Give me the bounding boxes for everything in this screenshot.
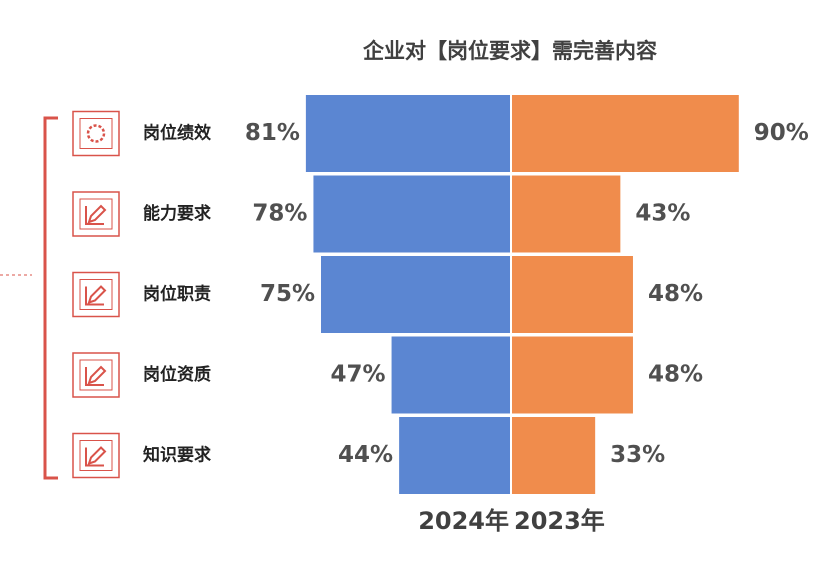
bar — [313, 175, 510, 253]
value-label: 33% — [610, 442, 665, 468]
value-label: 47% — [330, 362, 385, 388]
icon-pen — [85, 365, 107, 386]
value-label: 81% — [245, 120, 300, 146]
category-label: 知识要求 — [142, 445, 211, 466]
value-label: 90% — [754, 120, 809, 146]
bar — [305, 95, 510, 172]
bar — [321, 256, 510, 333]
icon-gear — [86, 124, 106, 143]
chart-title: 企业对【岗位要求】需完善内容 — [362, 39, 657, 63]
category-label: 岗位资质 — [143, 364, 211, 385]
bracket — [43, 116, 58, 480]
bar — [399, 417, 510, 494]
icon-inner — [79, 440, 113, 471]
legend-label: 2024年 — [418, 507, 509, 535]
icon-inner — [79, 359, 113, 391]
icon-inner — [79, 198, 113, 230]
category-label: 岗位绩效 — [143, 123, 211, 144]
bar — [512, 336, 633, 414]
value-label: 48% — [648, 281, 703, 307]
category-label: 能力要求 — [143, 203, 211, 224]
icon-pen — [85, 446, 107, 467]
icon-inner — [79, 118, 113, 149]
icon-inner — [79, 279, 113, 310]
bar — [512, 175, 621, 253]
value-label: 44% — [338, 442, 393, 468]
value-label: 75% — [260, 281, 315, 307]
bar — [512, 256, 633, 333]
icon-pen — [85, 285, 107, 306]
legend-label: 2023年 — [514, 507, 605, 535]
value-label: 48% — [648, 362, 703, 388]
icon-pen — [85, 204, 107, 225]
bar — [391, 336, 510, 414]
bar — [512, 417, 596, 494]
value-label: 43% — [635, 201, 690, 227]
bar — [512, 95, 739, 172]
icons — [72, 110, 120, 479]
category-label: 岗位职责 — [143, 284, 211, 305]
value-label: 78% — [252, 201, 307, 227]
